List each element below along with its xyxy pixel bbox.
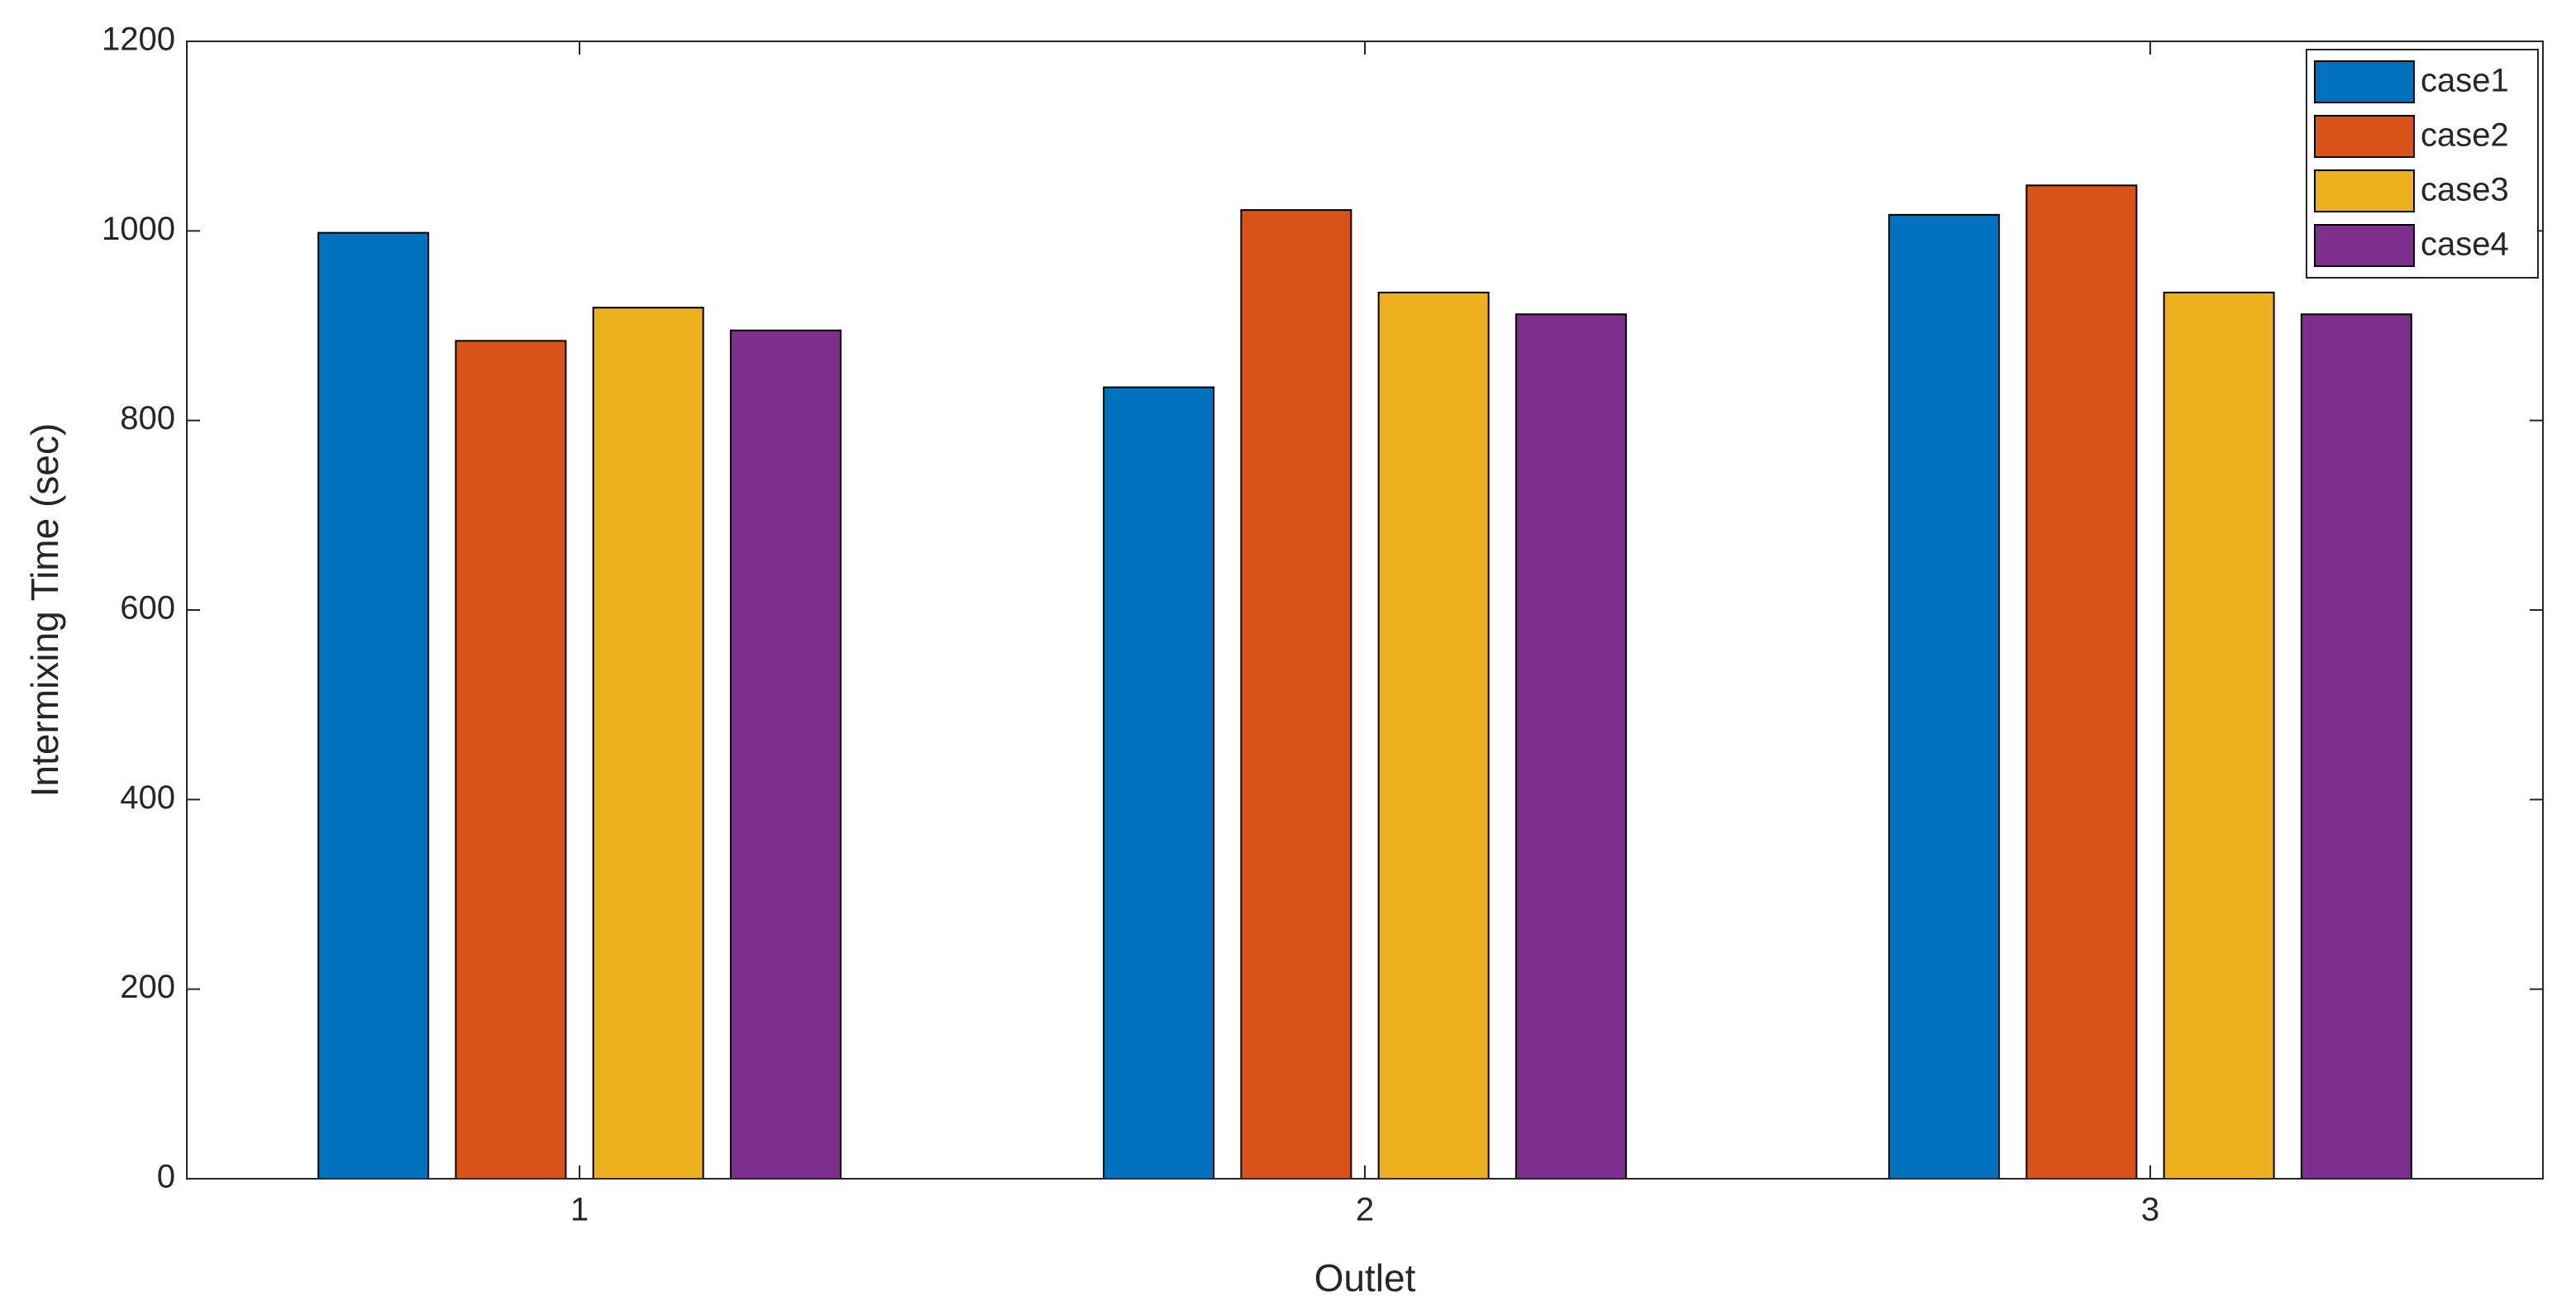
bar [2025, 184, 2138, 1180]
plot-frame [186, 41, 2544, 1180]
legend-label: case2 [2421, 117, 2509, 154]
bar [729, 329, 842, 1180]
y-tick-label: 200 [120, 969, 175, 1005]
bar [455, 340, 567, 1180]
x-tick-label: 1 [570, 1192, 589, 1228]
y-tick-label: 0 [157, 1159, 175, 1195]
legend-swatch [2314, 60, 2415, 103]
y-tick-label: 800 [120, 400, 175, 436]
bar [1103, 386, 1215, 1180]
bar [1240, 209, 1352, 1180]
bar [592, 307, 704, 1180]
x-axis-label: Outlet [1314, 1256, 1416, 1299]
bar [2300, 313, 2412, 1180]
bar [1888, 213, 2001, 1180]
legend-label: case4 [2421, 226, 2509, 263]
y-tick-label: 400 [120, 779, 175, 816]
y-tick-label: 1000 [102, 211, 175, 247]
bar [1377, 291, 1490, 1180]
bar [317, 231, 430, 1180]
bar [2163, 291, 2275, 1180]
x-tick-label: 3 [2141, 1192, 2159, 1228]
legend-label: case3 [2421, 172, 2509, 208]
legend-swatch [2314, 224, 2415, 267]
y-tick-label: 600 [120, 590, 175, 627]
legend-label: case1 [2421, 63, 2509, 99]
y-tick-label: 1200 [102, 21, 175, 58]
bar [1515, 313, 1627, 1180]
x-tick-label: 2 [1356, 1192, 1374, 1228]
legend-swatch [2314, 115, 2415, 158]
legend-swatch [2314, 169, 2415, 212]
y-axis-label: Intermixing Time (sec) [23, 423, 66, 797]
